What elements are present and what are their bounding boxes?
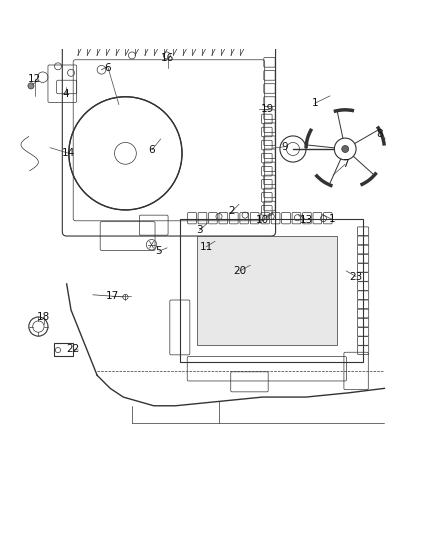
Text: 16: 16	[161, 53, 174, 63]
Text: 1: 1	[329, 214, 336, 224]
Text: 20: 20	[233, 266, 247, 276]
Circle shape	[342, 146, 349, 152]
Text: 10: 10	[256, 215, 269, 225]
Text: 19: 19	[261, 104, 274, 114]
Text: 9: 9	[281, 142, 288, 152]
Bar	[197, 236, 336, 345]
Text: 6: 6	[148, 145, 155, 155]
Text: 8: 8	[377, 129, 383, 139]
Bar	[180, 219, 363, 362]
Circle shape	[28, 83, 34, 89]
Text: 13: 13	[300, 215, 313, 225]
Text: 14: 14	[62, 148, 75, 158]
Text: 6: 6	[105, 62, 111, 72]
Text: 23: 23	[350, 271, 363, 281]
Bar	[53, 343, 73, 356]
Text: 18: 18	[37, 312, 50, 321]
Text: 3: 3	[196, 225, 203, 236]
Text: 4: 4	[63, 89, 69, 99]
Text: 22: 22	[67, 344, 80, 354]
Text: 2: 2	[229, 206, 235, 216]
Text: 12: 12	[28, 75, 42, 84]
Text: 5: 5	[155, 246, 162, 256]
Text: 11: 11	[199, 242, 212, 252]
Text: 17: 17	[106, 291, 119, 301]
Text: 7: 7	[342, 159, 349, 169]
Text: 1: 1	[311, 98, 318, 108]
